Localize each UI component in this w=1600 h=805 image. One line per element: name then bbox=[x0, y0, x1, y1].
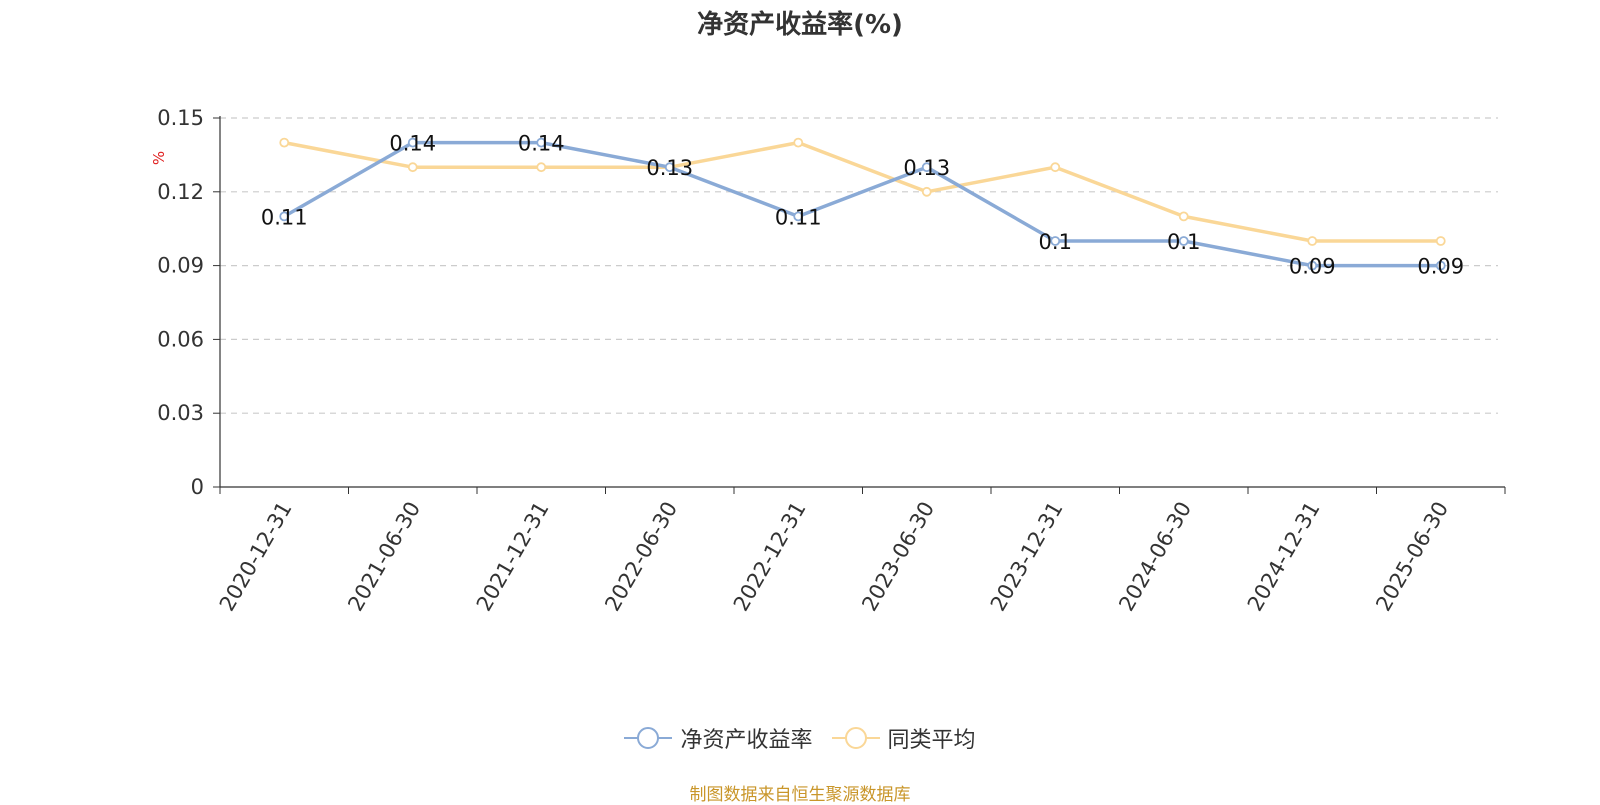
data-point-1 bbox=[1307, 236, 1318, 246]
x-tick-label: 2025-06-30 bbox=[1371, 498, 1453, 616]
data-point-0 bbox=[536, 137, 547, 148]
legend: 净资产收益率 同类平均 bbox=[0, 722, 1600, 756]
x-tick-label: 2024-12-31 bbox=[1243, 498, 1325, 616]
data-point-0 bbox=[793, 211, 804, 222]
x-tick-label: 2022-12-31 bbox=[729, 498, 811, 616]
data-label: 0.13 bbox=[903, 156, 950, 180]
data-label: 0.11 bbox=[775, 205, 822, 229]
data-label: 0.14 bbox=[518, 132, 565, 156]
data-point-0 bbox=[1307, 260, 1318, 271]
legend-item-roe[interactable]: 净资产收益率 bbox=[624, 722, 813, 754]
source-note: 制图数据来自恒生聚源数据库 bbox=[689, 785, 911, 805]
y-tick-label: 0 bbox=[191, 475, 204, 499]
data-label: 0.09 bbox=[1289, 255, 1336, 279]
legend-marker-peer-average-icon bbox=[831, 727, 880, 749]
legend-label-roe: 净资产收益率 bbox=[680, 728, 813, 753]
x-tick-label: 2023-12-31 bbox=[986, 498, 1068, 616]
x-tick-label: 2021-12-31 bbox=[472, 498, 554, 616]
data-label: 0.14 bbox=[389, 132, 436, 156]
series-line-1 bbox=[283, 140, 1441, 243]
x-tick-label: 2022-06-30 bbox=[600, 498, 682, 616]
data-point-1 bbox=[921, 186, 932, 197]
data-point-1 bbox=[1435, 236, 1446, 246]
series-line-0 bbox=[283, 140, 1441, 268]
legend-marker-roe-icon bbox=[624, 727, 673, 749]
data-point-0 bbox=[279, 211, 290, 222]
x-tick-label: 2023-06-30 bbox=[857, 498, 939, 616]
legend-item-peer-average[interactable]: 同类平均 bbox=[831, 722, 976, 754]
y-tick-label: 0.15 bbox=[157, 106, 204, 130]
data-point-0 bbox=[1050, 236, 1061, 246]
x-tick-label: 2020-12-31 bbox=[215, 498, 297, 616]
data-point-0 bbox=[1178, 236, 1189, 246]
data-point-0 bbox=[664, 162, 675, 173]
data-point-1 bbox=[1178, 211, 1189, 222]
data-label: 0.09 bbox=[1417, 255, 1464, 279]
data-label: 0.1 bbox=[1039, 230, 1072, 254]
y-tick-label: 0.06 bbox=[157, 327, 204, 351]
data-point-1 bbox=[793, 137, 804, 148]
x-tick-label: 2021-06-30 bbox=[343, 498, 425, 616]
x-tick-label: 2024-06-30 bbox=[1114, 498, 1196, 616]
axes: 0 0.03 0.06 0.09 0.12 0.15% 2020-12-31 2021-06-… bbox=[150, 106, 1506, 616]
data-point-1 bbox=[407, 162, 418, 173]
data-label: 0.1 bbox=[1167, 230, 1200, 254]
data-point-0 bbox=[921, 162, 932, 173]
data-point-0 bbox=[1435, 260, 1446, 271]
data-label: 0.11 bbox=[261, 205, 308, 229]
data-point-0 bbox=[407, 137, 418, 148]
y-tick-label: 0.09 bbox=[157, 254, 204, 278]
y-tick-label: 0.03 bbox=[157, 401, 204, 425]
series bbox=[279, 137, 1446, 271]
data-point-1 bbox=[279, 137, 290, 148]
data-point-1 bbox=[1050, 162, 1061, 173]
y-axis-label: % bbox=[150, 151, 168, 165]
data-point-1 bbox=[536, 162, 547, 173]
y-tick-label: 0.12 bbox=[157, 180, 204, 204]
data-label: 0.13 bbox=[646, 156, 693, 180]
chart-title: 净资产收益率(%) bbox=[697, 10, 903, 40]
data-labels: 0.11 0.14 0.14 0.13 0.11 0.13 0.1 0.1 0.09 0.09 bbox=[261, 132, 1464, 279]
legend-label-peer-average: 同类平均 bbox=[887, 728, 976, 753]
